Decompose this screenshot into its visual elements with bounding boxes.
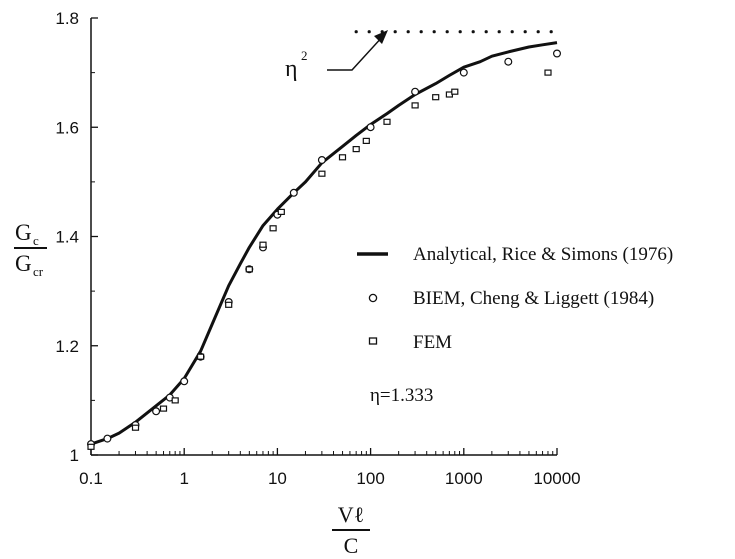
eta-squared-dot	[484, 30, 488, 34]
series-fem	[87, 69, 552, 450]
y-tick-label: 1.6	[55, 118, 79, 137]
y-label-numerator: G	[15, 220, 32, 245]
x-tick-label: 0.1	[79, 469, 103, 488]
eta-squared-dot	[406, 30, 410, 34]
x-label-denominator: C	[344, 533, 359, 558]
y-tick-label: 1.4	[55, 228, 79, 247]
eta-annotation-text: η	[285, 56, 298, 82]
biem-point	[317, 156, 326, 165]
fem-point	[171, 397, 179, 404]
biem-point	[504, 57, 513, 66]
eta-squared-dot	[393, 30, 397, 34]
eta-squared-dot	[471, 30, 475, 34]
series-eta-squared	[354, 30, 553, 34]
y-axis-label: G c G cr	[14, 220, 47, 279]
fem-point	[352, 146, 360, 153]
biem-point	[103, 434, 112, 443]
eta-squared-dot	[432, 30, 436, 34]
fem-point	[259, 241, 267, 248]
legend-label-fem: FEM	[413, 332, 452, 353]
eta-squared-dot	[445, 30, 449, 34]
x-tick-label: 10000	[533, 469, 580, 488]
biem-point	[152, 407, 161, 416]
eta-squared-dot	[458, 30, 462, 34]
fem-point	[338, 154, 347, 161]
fem-point	[432, 94, 440, 101]
fem-point	[269, 225, 277, 232]
series-biem	[86, 49, 561, 449]
legend-label-analytical: Analytical, Rice & Simons (1976)	[413, 244, 673, 265]
biem-point	[411, 87, 420, 96]
fem-point	[277, 208, 285, 215]
fem-point	[451, 88, 459, 95]
biem-point	[366, 123, 375, 132]
fem-point	[87, 443, 95, 450]
eta-squared-dot	[510, 30, 514, 34]
x-label-numerator: Vℓ	[338, 502, 364, 527]
x-tick-label: 1000	[445, 469, 483, 488]
fem-point	[383, 118, 391, 125]
biem-point	[552, 49, 561, 58]
eta-squared-dot	[367, 30, 371, 34]
x-tick-label: 10	[268, 469, 287, 488]
legend: Analytical, Rice & Simons (1976) BIEM, C…	[357, 244, 673, 406]
fem-point	[131, 424, 140, 431]
eta-squared-dot	[419, 30, 423, 34]
fem-point	[544, 69, 552, 76]
biem-point	[459, 68, 468, 77]
series-analytical	[90, 41, 558, 446]
eta-squared-dot	[523, 30, 527, 34]
eta-annotation-arrow	[327, 34, 385, 71]
y-tick-label: 1.8	[55, 9, 79, 28]
fem-point	[159, 405, 168, 412]
y-tick-label: 1.2	[55, 337, 79, 356]
eta-value-label: η=1.333	[370, 385, 433, 406]
eta-squared-dot	[536, 30, 540, 34]
eta-squared-dot	[497, 30, 501, 34]
y-label-denominator-sub: cr	[33, 264, 44, 279]
legend-square-swatch	[368, 337, 378, 345]
eta-annotation-sup: 2	[301, 48, 308, 63]
x-axis-label: Vℓ C	[332, 502, 370, 558]
biem-point	[289, 188, 298, 197]
eta-squared-dot	[354, 30, 358, 34]
biem-point	[180, 377, 189, 386]
eta-annotation-arrowhead	[374, 30, 388, 44]
fem-point	[411, 102, 419, 109]
analytical-curve	[90, 41, 558, 446]
x-tick-label: 1	[179, 469, 188, 488]
eta-squared-dot	[549, 30, 553, 34]
fem-point	[197, 353, 205, 360]
fem-point	[318, 170, 326, 177]
y-label-numerator-sub: c	[33, 233, 39, 248]
legend-label-biem: BIEM, Cheng & Liggett (1984)	[413, 288, 654, 309]
legend-circle-swatch	[368, 293, 378, 303]
y-tick-label: 1	[70, 446, 79, 465]
x-tick-label: 100	[356, 469, 384, 488]
eta-squared-annotation: η 2	[285, 30, 388, 82]
y-label-denominator: G	[15, 251, 32, 276]
fem-point	[362, 137, 370, 144]
axis-ticks	[90, 17, 558, 456]
fem-point	[225, 301, 233, 308]
fem-point	[245, 266, 253, 273]
